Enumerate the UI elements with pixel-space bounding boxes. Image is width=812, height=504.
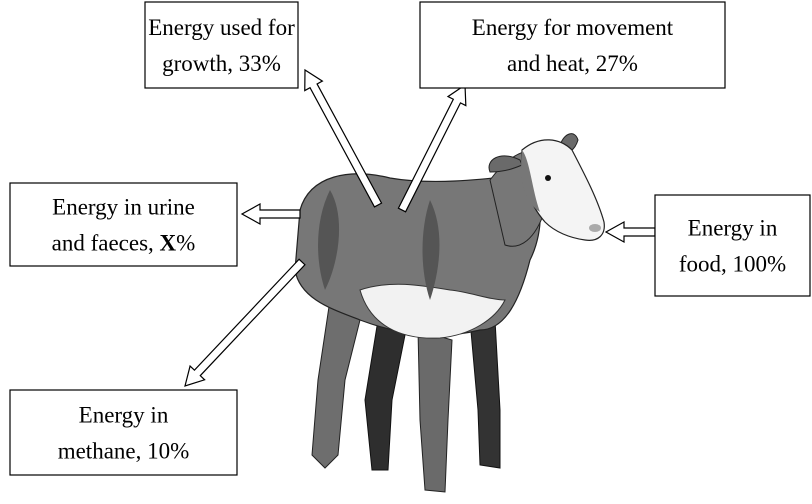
label-text: and faeces, X% [52, 231, 196, 256]
label-text: methane, 10% [58, 439, 190, 464]
label-text: and heat, 27% [507, 51, 638, 76]
label-line: methane, 10% [58, 439, 190, 464]
label-line: growth, 33% [162, 51, 281, 76]
label-line: Energy in urine [52, 195, 195, 220]
arrow [242, 204, 300, 224]
label-line: Energy in [688, 216, 778, 241]
label-text: Energy in [688, 216, 778, 241]
label-text: Energy for movement [472, 15, 674, 40]
label-text: Energy in [79, 403, 169, 428]
label-line: and faeces, [52, 231, 160, 256]
label-box [655, 195, 810, 296]
variable: X [160, 231, 177, 256]
cow [295, 134, 604, 492]
arrow [185, 259, 305, 386]
label-line: Energy used for [148, 15, 295, 40]
label-line: food, 100% [679, 252, 786, 277]
label-text: food, 100% [679, 252, 786, 277]
label-text: Energy used for [148, 15, 295, 40]
unit: % [176, 231, 195, 256]
label-line: Energy for movement [472, 15, 674, 40]
label-line: and heat, 27% [507, 51, 638, 76]
label-line: Energy in [79, 403, 169, 428]
arrow [606, 222, 655, 242]
label-text: growth, 33% [162, 51, 281, 76]
diagram: Energy used for growth, 33% Energy for mov… [0, 0, 812, 504]
label-text: Energy in urine [52, 195, 195, 220]
